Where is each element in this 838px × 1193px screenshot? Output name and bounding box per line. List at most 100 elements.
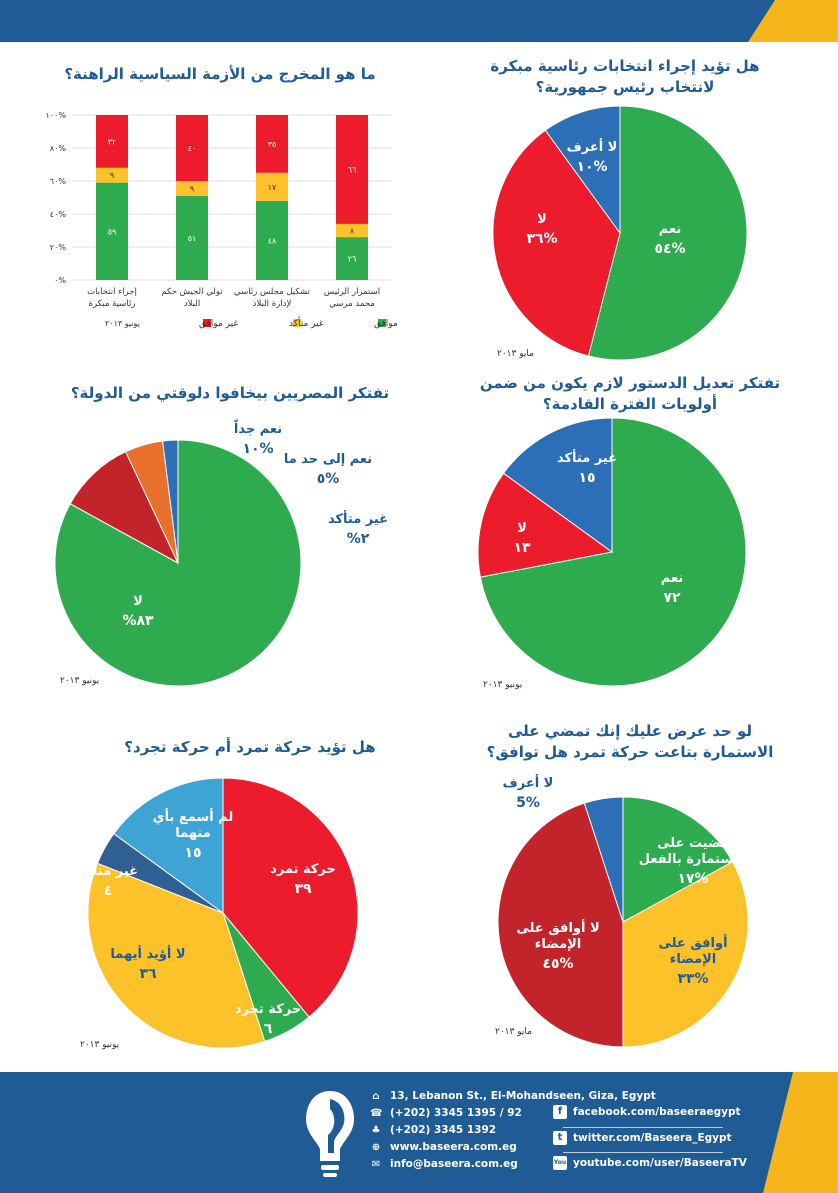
youtube-link[interactable]: youtube.com/user/BaseeraTV (573, 1157, 747, 1169)
footer-address: ⌂ 13, Lebanon St., El-Mohandseen, Giza, E… (370, 1090, 655, 1102)
twitter-link[interactable]: twitter.com/Baseera_Egypt (573, 1132, 732, 1144)
slice-value-label: ١٠% (242, 441, 273, 457)
bar-value-label: ٤٠ (188, 144, 197, 153)
bar-chart: ٠% ٢٠% ٤٠% ٦٠% ٨٠% ١٠٠% ٥٩ ٩ ٣٢ إجراء انتخابات رئا… (46, 111, 398, 329)
y-tick-label: ٠% (54, 276, 66, 285)
y-tick-label: ١٠٠% (46, 111, 67, 120)
pie-slice (222, 777, 359, 1018)
mail-icon: ✉ (371, 1159, 381, 1170)
pie-slice (583, 796, 624, 923)
title-line: الاستمارة بتاعت حركة تمرد هل توافق؟ (486, 743, 774, 761)
bar-value-label: ٣٢ (108, 137, 117, 146)
chart-date: يونيو ٢٠١٣ (80, 1040, 120, 1050)
facebook-icon: f (553, 1105, 567, 1119)
slice-value-label: ١٠% (576, 159, 607, 175)
facebook-link[interactable]: facebook.com/baseeraegypt (573, 1106, 741, 1118)
slice-label: الإمضاء (535, 937, 582, 952)
pie-petition-title: لو حد عرض عليك إنك تمضي على الاستمارة بت… (470, 721, 790, 763)
bar-segment (336, 237, 368, 280)
title-line: لانتخاب رئيس جمهورية؟ (535, 78, 715, 96)
slice-label: الإمضاء (670, 952, 717, 967)
fax-icon: ♣ (371, 1125, 381, 1136)
pie-slice (479, 417, 747, 687)
title-line: هل تؤيد إجراء انتخابات رئاسية مبكرة (490, 57, 760, 75)
footer-website[interactable]: ⊕ www.baseera.com.eg (370, 1141, 517, 1153)
slice-value-label: ١٥ (184, 845, 201, 861)
bar-value-label: ٩ (190, 184, 194, 193)
legend-swatch (203, 319, 211, 327)
bar-segment (256, 172, 288, 201)
slice-label: أوافق على (658, 934, 727, 951)
legend-label: غير موافق (199, 319, 238, 329)
email-link[interactable]: info@baseera.com.eg (390, 1158, 518, 1170)
home-icon: ⌂ (372, 1091, 380, 1102)
slice-value-label: ٥٤% (654, 241, 685, 257)
slice-label: غير متأكد (557, 449, 617, 466)
top-bar (0, 0, 838, 42)
category-label: لإدارة البلاد (253, 299, 292, 309)
title-line: أولويات الفترة القادمة؟ (542, 395, 718, 413)
slice-label: حركة تجرد (235, 1002, 301, 1017)
y-tick-label: ٤٠% (50, 210, 67, 219)
youtube-icon: You (553, 1156, 567, 1170)
bar-segment (176, 181, 208, 196)
slice-label: لا أؤيد أيهما (110, 945, 185, 962)
slice-value-label: ١٥ (578, 470, 595, 486)
phone-text: (+202) 3345 1395 / 92 (390, 1107, 522, 1119)
bar-value-label: ٥١ (188, 234, 197, 243)
category-label: إجراء انتخابات (87, 287, 137, 297)
category-label: استمرار الرئيس (324, 287, 380, 297)
chart-date: يونيو ٢٠١٣ (60, 676, 100, 686)
pie-slice (477, 472, 614, 578)
footer (0, 1072, 838, 1193)
slice-label: الاستمارة بالفعل (639, 852, 747, 867)
footer-email[interactable]: ✉ info@baseera.com.eg (370, 1158, 518, 1170)
slice-label: لا أعرف (503, 774, 554, 791)
bar-value-label: ٩ (110, 171, 114, 180)
pie-constitution-title: تفتكر تعديل الدستور لازم يكون من ضمن أول… (460, 373, 800, 415)
footer-twitter[interactable]: t twitter.com/Baseera_Egypt (553, 1131, 732, 1145)
y-tick-label: ٨٠% (50, 144, 67, 153)
bar-chart-title: ما هو المخرج من الأزمة السياسية الراهنة؟ (64, 65, 376, 83)
chart-date: مايو ٢٠١٣ (495, 1027, 532, 1037)
bar-segment (176, 195, 208, 280)
footer-facebook[interactable]: f facebook.com/baseeraegypt (553, 1105, 741, 1119)
pie-slice (162, 439, 179, 564)
footer-youtube[interactable]: You youtube.com/user/BaseeraTV (553, 1156, 747, 1170)
slice-value-label: ١٧% (677, 871, 708, 887)
title-line: تفتكر تعديل الدستور لازم يكون من ضمن (479, 374, 781, 392)
globe-icon: ⊕ (371, 1142, 381, 1153)
divider (563, 1152, 723, 1153)
slice-label: لا أوافق على (516, 919, 599, 936)
bar-segment (336, 115, 368, 224)
pie-tamarod-title: هل تؤيد حركة تمرد أم حركة تجرد؟ (124, 738, 376, 756)
slice-label: نعم (661, 571, 683, 586)
slice-value-label: ٤ (104, 883, 113, 899)
phone-icon: ☎ (370, 1108, 383, 1119)
slice-value-label: ١٣ (513, 540, 531, 556)
pie-slice (497, 802, 624, 1048)
slice-label: لا (537, 212, 547, 227)
pie-slice (502, 417, 613, 553)
pie-slice (544, 105, 621, 235)
slice-value-label: %٢ (347, 531, 370, 547)
slice-label: لم أسمع بأي (153, 808, 234, 825)
slice-value-label: %٨٣ (122, 613, 154, 629)
slice-label: غير متأكد (78, 862, 138, 879)
bar-segment (96, 167, 128, 183)
fax-text: (+202) 3345 1392 (390, 1124, 497, 1136)
bar-value-label: ٣٥ (268, 140, 277, 149)
bar-value-label: ١٧ (268, 183, 277, 192)
legend-swatch (293, 319, 301, 327)
website-link[interactable]: www.baseera.com.eg (390, 1141, 517, 1153)
category-label: رئاسية مبكرة (89, 299, 136, 309)
legend-swatch (378, 319, 386, 327)
bar-segment (96, 182, 128, 280)
pie-slice (69, 451, 180, 565)
chart-date: يونيو ٢٠١٣ (483, 680, 523, 690)
category-label: تشكيل مجلس رئاسي (234, 287, 311, 297)
slice-value-label: ٥% (317, 471, 340, 487)
